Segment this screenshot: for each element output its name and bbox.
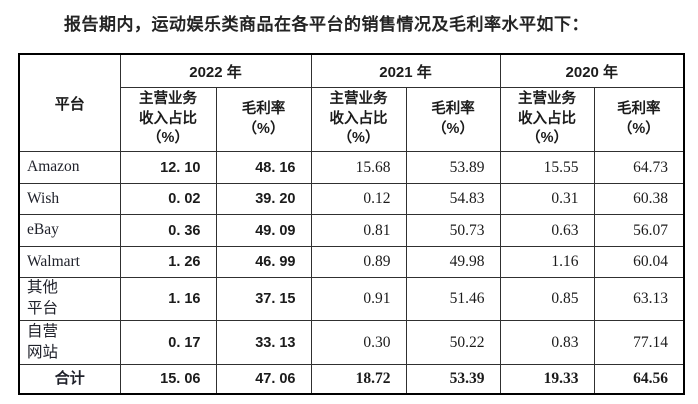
value-cell: 12. 10 xyxy=(119,151,217,184)
table-row-wish: Wish 0. 02 39. 20 0.12 54.83 0.31 60.38 xyxy=(18,183,685,215)
value-cell: 0.89 xyxy=(310,246,407,278)
value-cell: 15. 06 xyxy=(119,364,217,394)
year-header-2022: 2022 年 xyxy=(119,53,312,88)
value-cell: 60.04 xyxy=(593,246,685,278)
value-cell: 46. 99 xyxy=(215,246,312,278)
year-header-2021: 2021 年 xyxy=(310,53,501,88)
value-cell: 53.89 xyxy=(405,151,501,184)
value-cell: 64.73 xyxy=(593,151,685,184)
document-title: 报告期内，运动娱乐类商品在各平台的销售情况及毛利率水平如下： xyxy=(64,15,589,34)
value-cell: 0. 17 xyxy=(119,320,217,365)
table-row-walmart: Walmart 1. 26 46. 99 0.89 49.98 1.16 60.… xyxy=(18,246,685,278)
value-cell: 49.98 xyxy=(405,246,501,278)
value-cell: 39. 20 xyxy=(215,183,312,215)
value-cell: 48. 16 xyxy=(215,151,312,184)
value-cell: 18.72 xyxy=(310,364,407,394)
value-cell: 0.30 xyxy=(310,320,407,365)
value-cell: 0.85 xyxy=(499,277,595,321)
table-row-total: 合计 15. 06 47. 06 18.72 53.39 19.33 64.56 xyxy=(18,364,685,394)
value-cell: 33. 13 xyxy=(215,320,312,365)
value-cell: 1. 16 xyxy=(119,277,217,321)
value-cell: 53.39 xyxy=(405,364,501,394)
revenue-share-header-2022: 主营业务 收入占比 （%） xyxy=(119,87,217,152)
value-cell: 0. 02 xyxy=(119,183,217,215)
value-cell: 0.81 xyxy=(310,214,407,247)
gross-margin-header-2021: 毛利率 （%） xyxy=(405,87,501,152)
value-cell: 37. 15 xyxy=(215,277,312,321)
gross-margin-header-2020: 毛利率 （%） xyxy=(593,87,685,152)
platform-column-header: 平台 xyxy=(18,53,121,152)
platform-sales-table: 平台 2022 年 2021 年 2020 年 主营业务 收入占比 （%） 毛利… xyxy=(18,53,686,395)
value-cell: 0.91 xyxy=(310,277,407,321)
value-cell: 0.83 xyxy=(499,320,595,365)
value-cell: 0.12 xyxy=(310,183,407,215)
value-cell: 56.07 xyxy=(593,214,685,247)
value-cell: 50.73 xyxy=(405,214,501,247)
value-cell: 15.55 xyxy=(499,151,595,184)
value-cell: 47. 06 xyxy=(215,364,312,394)
value-cell: 64.56 xyxy=(593,364,685,394)
table-row-own-website: 自营 网站 0. 17 33. 13 0.30 50.22 0.83 77.14 xyxy=(18,320,685,365)
table-row-amazon: Amazon 12. 10 48. 16 15.68 53.89 15.55 6… xyxy=(18,151,685,184)
platform-cell: 自营 网站 xyxy=(18,320,121,365)
table-header-years: 平台 2022 年 2021 年 2020 年 xyxy=(18,53,685,152)
year-header-2020: 2020 年 xyxy=(499,53,685,88)
value-cell: 0.63 xyxy=(499,214,595,247)
value-cell: 51.46 xyxy=(405,277,501,321)
value-cell: 60.38 xyxy=(593,183,685,215)
value-cell: 15.68 xyxy=(310,151,407,184)
revenue-share-header-2021: 主营业务 收入占比 （%） xyxy=(310,87,407,152)
value-cell: 1. 26 xyxy=(119,246,217,278)
platform-cell: 其他 平台 xyxy=(18,277,121,321)
platform-cell: Walmart xyxy=(18,246,121,278)
table-header-metrics: 主营业务 收入占比 （%） 毛利率 （%） 主营业务 收入占比 （%） 毛利率 … xyxy=(19,87,685,152)
value-cell: 63.13 xyxy=(593,277,685,321)
value-cell: 54.83 xyxy=(405,183,501,215)
total-label-cell: 合计 xyxy=(18,364,121,394)
value-cell: 0. 36 xyxy=(119,214,217,247)
revenue-share-header-2020: 主营业务 收入占比 （%） xyxy=(499,87,595,152)
table-row-ebay: eBay 0. 36 49. 09 0.81 50.73 0.63 56.07 xyxy=(18,214,685,247)
value-cell: 1.16 xyxy=(499,246,595,278)
platform-cell: Amazon xyxy=(18,151,121,184)
value-cell: 49. 09 xyxy=(215,214,312,247)
table-row-other-platforms: 其他 平台 1. 16 37. 15 0.91 51.46 0.85 63.13 xyxy=(18,277,685,321)
value-cell: 77.14 xyxy=(593,320,685,365)
value-cell: 0.31 xyxy=(499,183,595,215)
value-cell: 19.33 xyxy=(499,364,595,394)
platform-cell: eBay xyxy=(18,214,121,247)
value-cell: 50.22 xyxy=(405,320,501,365)
gross-margin-header-2022: 毛利率 （%） xyxy=(215,87,312,152)
platform-cell: Wish xyxy=(18,183,121,215)
